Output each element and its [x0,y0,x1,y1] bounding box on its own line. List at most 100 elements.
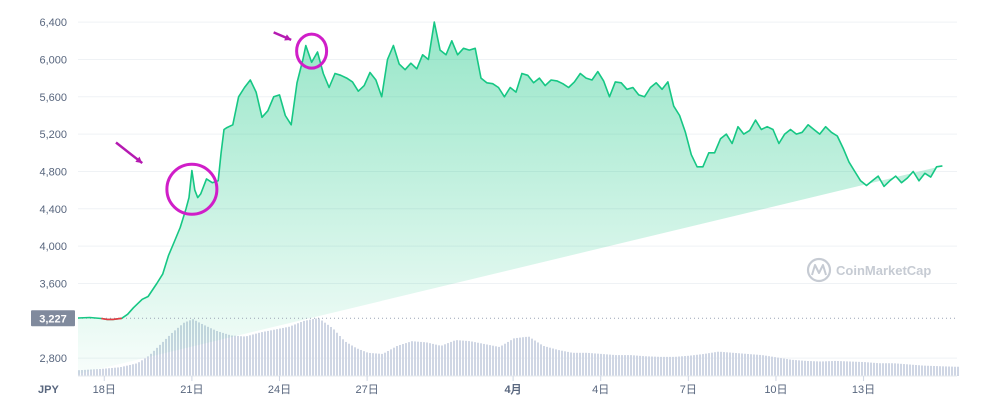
coinmarketcap-logo: CoinMarketCap [806,257,931,283]
volume-bar [90,369,92,376]
volume-bar [801,360,803,376]
volume-bar [666,356,668,376]
volume-bar [120,367,122,376]
volume-bar [330,326,332,376]
volume-bar [438,345,440,376]
volume-bar [759,354,761,376]
volume-bar [636,355,638,376]
volume-bar [789,359,791,376]
volume-bar [384,352,386,376]
volume-bar [510,340,512,376]
volume-bar [318,318,320,376]
volume-bar [834,360,836,376]
volume-bar [111,367,113,376]
annotation-arrowhead [135,156,143,164]
volume-bar [114,367,116,376]
volume-bar [570,352,572,376]
volume-bar [690,355,692,376]
volume-bar [882,363,884,376]
volume-bar [645,356,647,376]
volume-bar [633,355,635,376]
volume-bar [123,366,125,376]
volume-bar [552,348,554,376]
volume-bar [267,330,269,376]
volume-bar [780,358,782,376]
volume-bar [891,363,893,376]
volume-bar [426,342,428,376]
volume-bar [264,331,266,376]
volume-bar [615,355,617,376]
volume-bar [246,336,248,376]
volume-bar [402,344,404,376]
volume-bar [813,361,815,376]
volume-bar [336,332,338,376]
volume-bar [549,347,551,376]
x-tick-label: 24日 [268,384,291,396]
volume-bar [441,345,443,376]
volume-bar [864,362,866,376]
volume-bar [894,363,896,376]
volume-bar [192,319,194,376]
volume-bar [273,329,275,376]
volume-bar [618,355,620,376]
volume-bar [177,327,179,376]
volume-bar [183,322,185,376]
volume-bar [528,336,530,376]
volume-bar [687,355,689,376]
volume-bar [204,325,206,376]
volume-bar [282,327,284,376]
x-tick-label: 27日 [355,384,378,396]
volume-bar [210,328,212,376]
volume-bar [201,323,203,376]
volume-bar [222,332,224,376]
volume-bar [711,352,713,376]
volume-bar [708,353,710,376]
volume-bar [297,323,299,376]
volume-bar [291,325,293,376]
volume-bar [126,365,128,376]
annotation-circle [165,162,219,216]
y-tick-label: 5,200 [39,129,67,141]
volume-bar [294,324,296,376]
logo-icon [806,257,832,283]
volume-bar [672,356,674,376]
price-line-below-start [101,317,122,321]
volume-bar [714,352,716,376]
x-tick-label: 21日 [180,384,203,396]
volume-bar [786,359,788,376]
volume-bar [699,354,701,376]
volume-bar [897,363,899,376]
annotation-circle [295,32,329,70]
volume-bar [867,362,869,376]
volume-bar [366,352,368,376]
volume-bar [954,366,956,376]
start-value-label: 3,227 [39,313,67,325]
volume-bar [849,361,851,376]
volume-bar [270,330,272,376]
volume-bar [579,352,581,376]
volume-bar [207,326,209,376]
volume-bar [261,332,263,376]
volume-bar [795,360,797,376]
volume-bar [705,353,707,376]
volume-bar [405,343,407,376]
volume-bar [582,352,584,376]
volume-bar [369,352,371,376]
volume-bar [195,320,197,376]
volume-bar [810,361,812,376]
volume-bar [129,364,131,376]
volume-bar [921,365,923,376]
x-tick-label: 18日 [93,384,116,396]
volume-bar [435,344,437,376]
volume-bar [462,340,464,376]
volume-bar [594,353,596,376]
volume-bar [627,355,629,376]
volume-bar [597,353,599,376]
volume-bar [108,368,110,376]
volume-bar [240,336,242,376]
volume-bar [252,334,254,376]
price-area [78,22,943,374]
price-line [77,21,943,321]
volume-bar [483,343,485,376]
